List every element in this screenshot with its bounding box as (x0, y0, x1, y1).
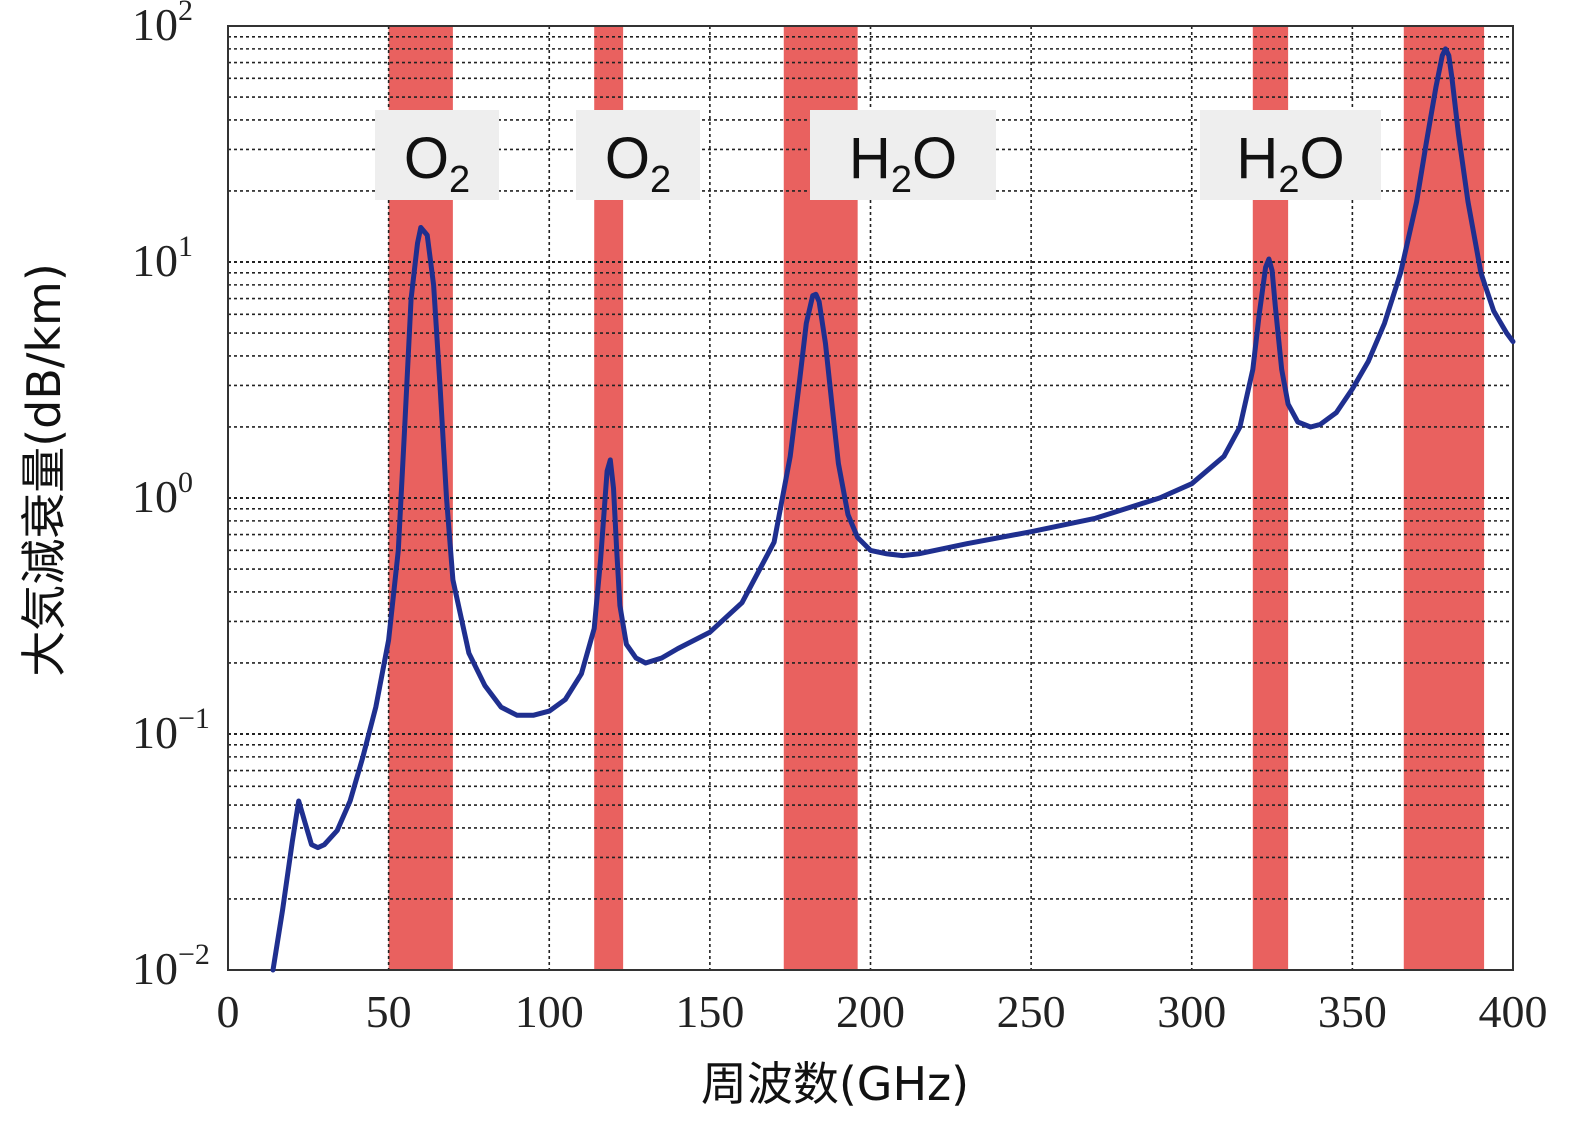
band-label-background (375, 110, 499, 200)
x-tick-label: 50 (366, 986, 412, 1037)
y-tick-label: 10 (132, 235, 178, 286)
band-label-background (576, 110, 700, 200)
y-tick-exponent: 1 (178, 230, 193, 263)
y-tick-label: 10 (132, 471, 178, 522)
x-tick-label: 100 (515, 986, 584, 1037)
x-tick-label: 0 (217, 986, 240, 1037)
y-axis-title: 大気減衰量(dB/km) (17, 263, 71, 677)
y-tick-exponent: −2 (178, 938, 210, 971)
y-tick-label: 10 (132, 0, 178, 50)
band-label-4: H2O (1200, 110, 1381, 201)
band-label-text: H2O (1236, 126, 1344, 201)
band-labels: O2 O2 H2O H2O (375, 110, 1381, 201)
band-label-text: O2 (404, 126, 470, 201)
attenuation-curve (270, 46, 1516, 973)
band-label-3: H2O (810, 110, 996, 201)
x-axis-title: 周波数(GHz) (701, 1057, 969, 1111)
y-tick-exponent: 2 (178, 0, 193, 27)
x-tick-label: 300 (1157, 986, 1226, 1037)
x-tick-label: 150 (675, 986, 744, 1037)
x-tick-label: 200 (836, 986, 905, 1037)
y-tick-label: 10 (132, 707, 178, 758)
band-label-text: H2O (849, 126, 957, 201)
band-label-text: O2 (605, 126, 671, 201)
band-label-background (1200, 110, 1381, 200)
plot-frame (227, 25, 1514, 971)
band-label-background (810, 110, 996, 200)
x-tick-label: 350 (1318, 986, 1387, 1037)
y-tick-exponent: 0 (178, 466, 193, 499)
x-tick-label: 250 (997, 986, 1066, 1037)
x-tick-labels: 0 50 100 150 200 250 300 350 400 (217, 986, 1548, 1037)
y-tick-exponent: −1 (178, 702, 210, 735)
y-tick-label: 10 (132, 943, 178, 994)
band-label-1: O2 (375, 110, 499, 201)
x-tick-label: 400 (1479, 986, 1548, 1037)
band-label-2: O2 (576, 110, 700, 201)
